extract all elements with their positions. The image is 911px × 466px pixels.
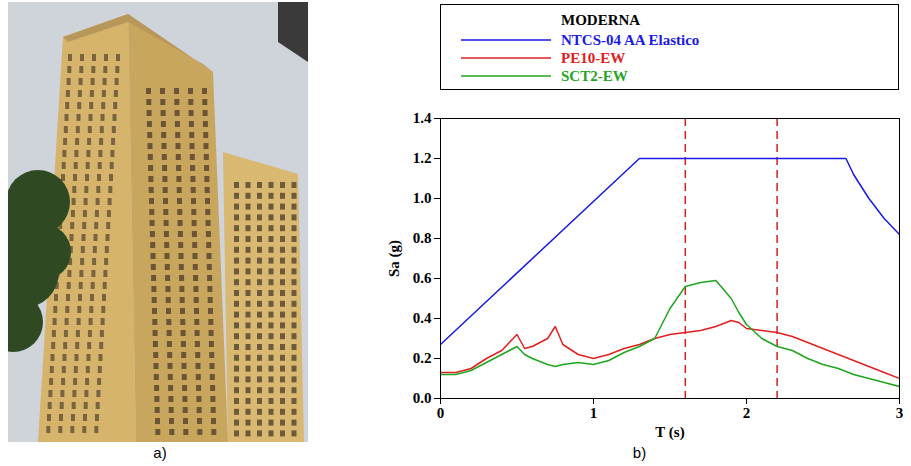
svg-text:2: 2: [743, 405, 751, 421]
html-text:a): a): [153, 444, 167, 461]
svg-text:MODERNA: MODERNA: [561, 12, 640, 28]
svg-text:1.0: 1.0: [413, 190, 432, 206]
svg-text:1.2: 1.2: [413, 150, 432, 166]
svg-text:Sa (g): Sa (g): [386, 240, 403, 277]
svg-text:PE10-EW: PE10-EW: [561, 50, 625, 66]
svg-text:3: 3: [896, 405, 904, 421]
svg-text:0.2: 0.2: [413, 350, 432, 366]
svg-text:0.6: 0.6: [413, 270, 432, 286]
svg-text:T (s): T (s): [655, 424, 684, 441]
svg-text:0.8: 0.8: [413, 230, 432, 246]
html-text:b): b): [632, 444, 647, 461]
svg-text:1: 1: [590, 405, 598, 421]
svg-text:SCT2-EW: SCT2-EW: [561, 68, 628, 84]
svg-text:0.0: 0.0: [413, 390, 432, 406]
svg-text:1.4: 1.4: [413, 110, 432, 126]
svg-text:0: 0: [437, 405, 445, 421]
svg-text:NTCS-04 AA Elastico: NTCS-04 AA Elastico: [561, 32, 699, 48]
svg-text:0.4: 0.4: [413, 310, 432, 326]
